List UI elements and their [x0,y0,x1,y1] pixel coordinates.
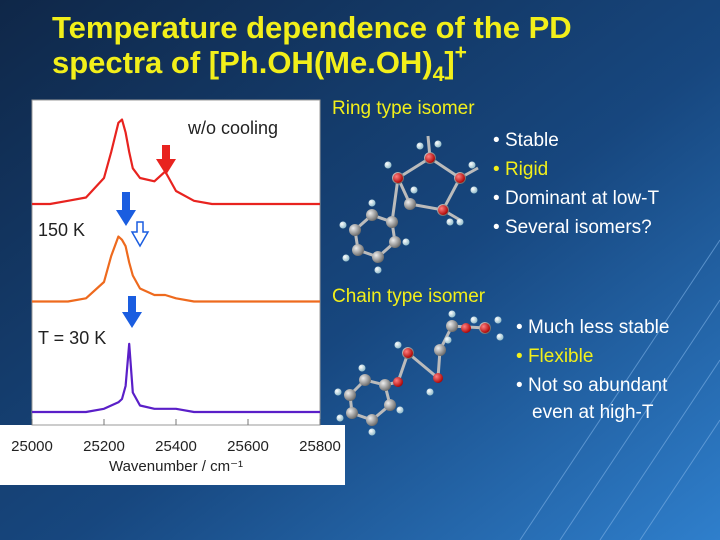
atom [358,364,366,372]
title-line: Temperature dependence of the PD [52,10,572,45]
atom [470,316,478,324]
bullet: • Rigid [493,159,548,180]
title-text: ] [444,45,454,80]
atom [366,209,378,221]
chart: 25000 25200 25400 25600 25800 Wavenumber / cm… [11,118,341,475]
atom [396,406,404,414]
spectrum-line [32,235,320,303]
atom [494,316,502,324]
spectrum-line [32,342,320,414]
chain-heading: Chain type isomer [332,286,486,307]
atom [394,341,402,349]
atom [366,414,378,426]
atom [389,236,401,248]
atom [470,186,478,194]
atom [359,374,371,386]
atom [393,173,403,183]
bullet: even at high-T [532,402,654,423]
bullet-text: Not so abundant [528,375,668,396]
atom [446,218,454,226]
bullet-text: Several isomers? [505,217,652,238]
bullet: • Several isomers? [493,217,652,238]
atom [342,254,350,262]
atom [334,388,342,396]
bullet: • Not so abundant [516,375,668,396]
atom [374,266,382,274]
bullet: • Much less stable [516,317,669,338]
atom [379,379,391,391]
atom [368,199,376,207]
atom [425,153,435,163]
x-tick-label: 25800 [299,438,341,455]
x-tick-label: 25000 [11,438,53,455]
atom [444,336,452,344]
atom [496,333,504,341]
axis-area [0,425,345,485]
atom [480,323,490,333]
legend-label: T = 30 K [38,328,106,348]
plot-area [32,100,320,425]
atom [349,224,361,236]
atom [433,373,443,383]
atom [446,320,458,332]
decoration [519,239,720,540]
atom [393,377,403,387]
atom [455,173,465,183]
atom [386,216,398,228]
atom [402,238,410,246]
bullet-text: Rigid [505,159,548,180]
title-text: spectra of [Ph.OH(Me.OH) [52,45,433,80]
atom [468,161,476,169]
ring-heading: Ring type isomer [332,98,475,119]
x-axis-label: Wavenumber / cm⁻¹ [109,458,243,475]
atom [434,344,446,356]
atom [384,399,396,411]
x-tick-label: 25200 [83,438,125,455]
atom [438,205,448,215]
x-tick-label: 25600 [227,438,269,455]
bullet: • Flexible [516,346,593,367]
title-sub: 4 [433,63,445,86]
spectrum-line [32,118,320,206]
atom [461,323,471,333]
atom [346,407,358,419]
atom [456,218,464,226]
atom [403,348,413,358]
bullet-text: Flexible [528,346,593,367]
atom [434,140,442,148]
atom [352,244,364,256]
atom [384,161,392,169]
atom [372,251,384,263]
atom [404,198,416,210]
title-sup: + [455,41,467,64]
bullet-text: Stable [505,130,559,151]
atom [336,414,344,422]
bullet: • Dominant at low-T [493,188,659,209]
atom [448,310,456,318]
atom [368,428,376,436]
x-tick-label: 25400 [155,438,197,455]
bullet: • Stable [493,130,559,151]
atom [339,221,347,229]
atoms [334,140,504,436]
atom [426,388,434,396]
arrows [116,145,176,328]
atom [410,186,418,194]
legend-label: 150 K [38,220,85,240]
legend-label: w/o cooling [187,118,278,138]
title-line: spectra of [Ph.OH(Me.OH)4]+ [52,41,467,86]
atom [416,142,424,150]
bullet-text: Much less stable [528,317,670,338]
atom [344,389,356,401]
bullet-text: Dominant at low-T [505,188,660,209]
